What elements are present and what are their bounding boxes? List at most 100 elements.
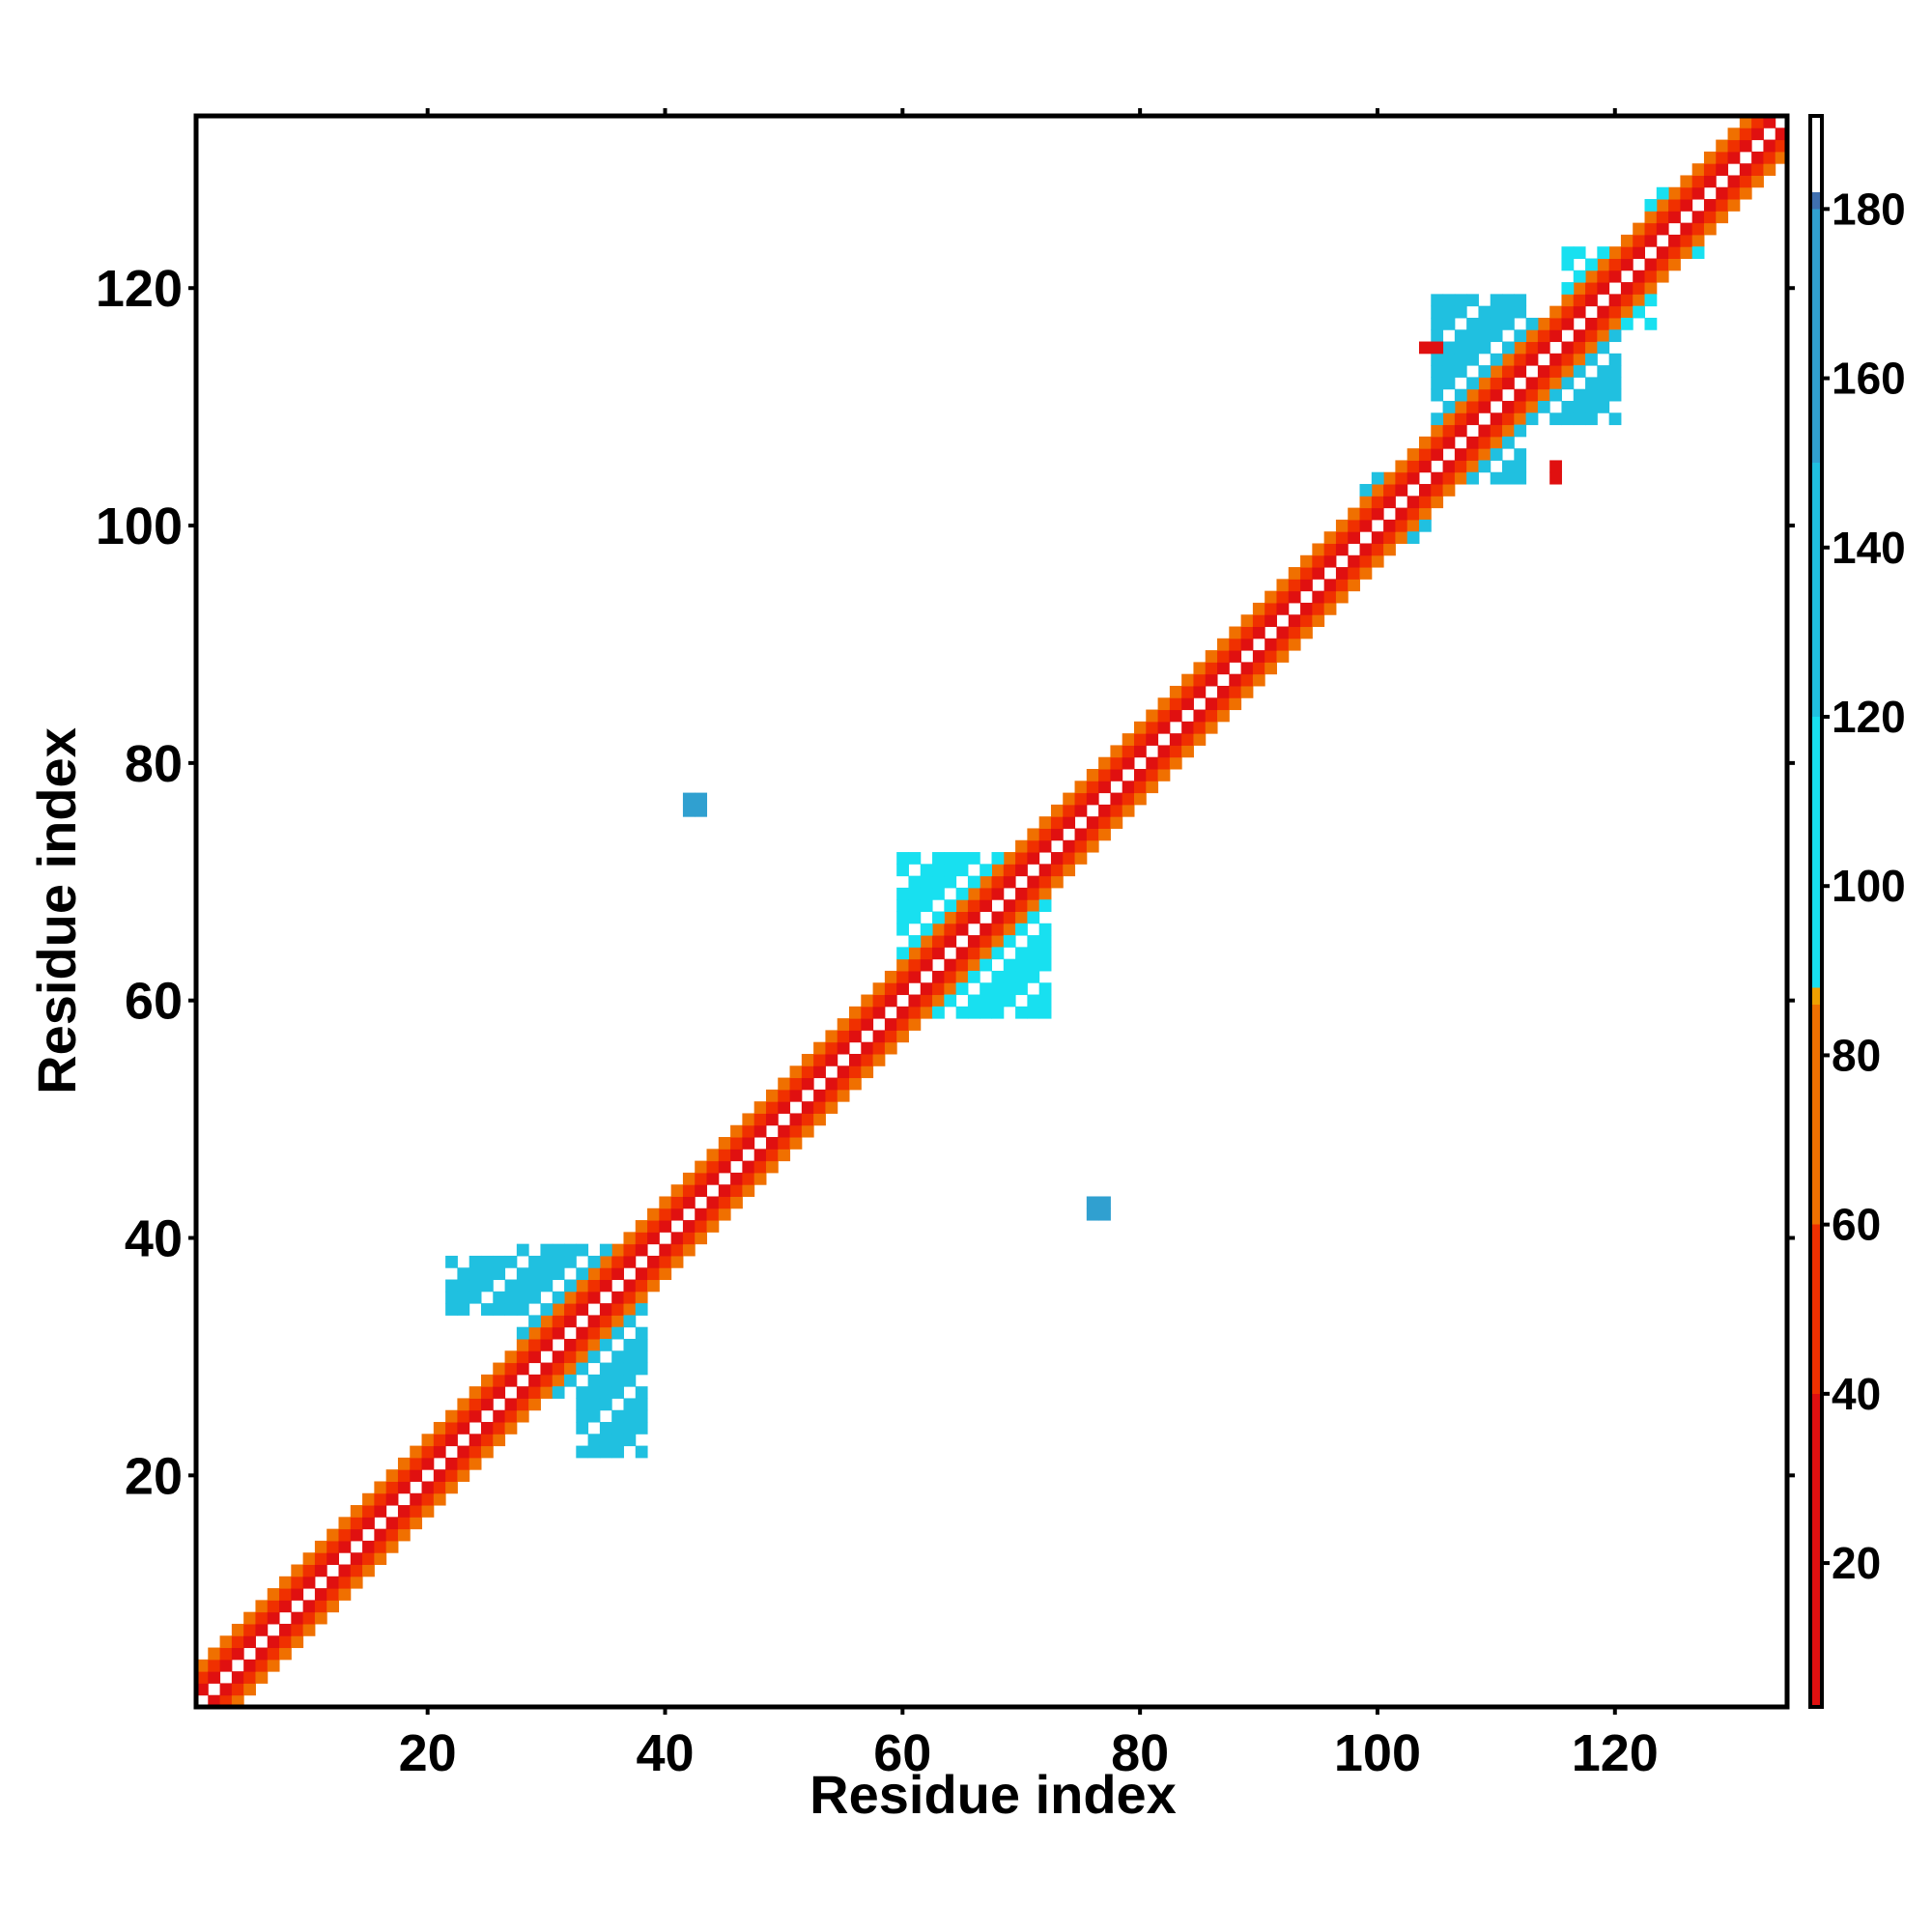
heatmap-cell xyxy=(255,1647,269,1661)
heatmap-cell xyxy=(576,1326,589,1340)
heatmap-cell xyxy=(1691,163,1705,176)
heatmap-cell xyxy=(1525,329,1539,343)
heatmap-cell xyxy=(1633,270,1646,283)
heatmap-cell xyxy=(1608,377,1622,390)
heatmap-cell xyxy=(1086,1208,1099,1221)
heatmap-cell xyxy=(480,1434,494,1447)
heatmap-cell xyxy=(1573,341,1586,355)
heatmap-cell xyxy=(469,1255,482,1268)
heatmap-cell xyxy=(469,1386,482,1399)
heatmap-cell xyxy=(1406,519,1420,532)
heatmap-cell xyxy=(1608,329,1622,343)
heatmap-cell xyxy=(944,982,957,996)
heatmap-cell xyxy=(1418,496,1432,509)
heatmap-cell xyxy=(813,1101,826,1114)
heatmap-cell xyxy=(718,1137,731,1150)
heatmap-cell xyxy=(219,1694,233,1708)
heatmap-cell xyxy=(1763,163,1776,176)
heatmap-cell xyxy=(635,1326,648,1340)
x-tick-label: 20 xyxy=(399,1724,457,1782)
heatmap-cell xyxy=(955,887,969,900)
heatmap-cell xyxy=(659,1196,672,1209)
heatmap-cell xyxy=(765,1149,779,1162)
heatmap-cell xyxy=(1418,484,1432,497)
heatmap-cell xyxy=(778,1077,791,1091)
heatmap-cell xyxy=(267,1600,280,1613)
heatmap-cell xyxy=(1431,448,1444,461)
heatmap-cell xyxy=(991,982,1005,996)
heatmap-cell xyxy=(1252,626,1265,639)
heatmap-cell xyxy=(421,1434,435,1447)
heatmap-cell xyxy=(576,1338,589,1351)
heatmap-cell xyxy=(421,1457,435,1470)
heatmap-cell xyxy=(896,852,909,865)
heatmap-cell xyxy=(991,1006,1005,1019)
heatmap-cell xyxy=(991,875,1005,889)
heatmap-cell xyxy=(231,1635,244,1649)
heatmap-cell xyxy=(967,899,980,912)
heatmap-cell xyxy=(196,1671,209,1684)
heatmap-cell xyxy=(587,1409,601,1423)
heatmap-cell xyxy=(1644,282,1658,295)
heatmap-cell xyxy=(1383,519,1396,532)
heatmap-cell xyxy=(932,887,945,900)
heatmap-cell xyxy=(540,1326,554,1340)
heatmap-cell xyxy=(1656,246,1669,259)
heatmap-cell xyxy=(1502,294,1515,307)
heatmap-cell xyxy=(742,1184,755,1197)
heatmap-cell xyxy=(896,911,909,924)
heatmap-cell xyxy=(1431,329,1444,343)
heatmap-cell xyxy=(374,1481,387,1494)
heatmap-cell xyxy=(1727,128,1741,141)
heatmap-cell xyxy=(433,1481,446,1494)
heatmap-cell xyxy=(1395,507,1408,521)
heatmap-cell xyxy=(421,1445,435,1459)
heatmap-cell xyxy=(1086,792,1099,806)
heatmap-cell xyxy=(1063,852,1076,865)
heatmap-cell xyxy=(314,1552,327,1566)
heatmap-cell xyxy=(279,1600,292,1613)
heatmap-cell xyxy=(599,1362,612,1376)
heatmap-cell xyxy=(896,1018,909,1031)
heatmap-cell xyxy=(1371,496,1384,509)
heatmap-cell xyxy=(1668,186,1681,200)
heatmap-cell xyxy=(896,864,909,877)
heatmap-cell xyxy=(1074,839,1088,853)
heatmap-cell xyxy=(861,1065,874,1079)
heatmap-cell xyxy=(1371,484,1384,497)
heatmap-cell xyxy=(955,923,969,936)
heatmap-cell xyxy=(1359,519,1373,532)
heatmap-cell xyxy=(1478,329,1492,343)
heatmap-cell xyxy=(991,864,1005,877)
heatmap-cell xyxy=(647,1255,660,1268)
heatmap-cell xyxy=(955,970,969,983)
heatmap-cell xyxy=(1264,638,1277,651)
heatmap-cell xyxy=(350,1517,363,1530)
heatmap-cell xyxy=(576,1445,589,1459)
heatmap-cell xyxy=(1063,816,1076,829)
heatmap-cell xyxy=(1549,317,1562,330)
heatmap-cell xyxy=(243,1671,256,1684)
heatmap-cell xyxy=(635,1338,648,1351)
heatmap-cell xyxy=(1608,305,1622,319)
heatmap-cell xyxy=(1359,484,1373,497)
heatmap-cell xyxy=(1335,519,1349,532)
colorbar-tick-label: 80 xyxy=(1832,1030,1881,1080)
heatmap-cell xyxy=(1169,733,1182,746)
heatmap-cell xyxy=(504,1279,518,1293)
heatmap-cell xyxy=(469,1398,482,1411)
heatmap-cell xyxy=(1549,460,1562,473)
heatmap-cell xyxy=(1276,626,1290,639)
heatmap-cell xyxy=(1418,341,1432,355)
heatmap-cell xyxy=(1027,899,1040,912)
heatmap-cell xyxy=(1015,970,1028,983)
heatmap-cell xyxy=(1288,638,1301,651)
heatmap-cell xyxy=(457,1267,470,1281)
heatmap-cell xyxy=(1312,543,1325,556)
heatmap-cell xyxy=(991,947,1005,960)
heatmap-cell xyxy=(291,1623,304,1636)
heatmap-cell xyxy=(1003,970,1016,983)
heatmap-cell xyxy=(433,1469,446,1482)
heatmap-cell xyxy=(623,1338,637,1351)
heatmap-cell xyxy=(670,1232,684,1245)
